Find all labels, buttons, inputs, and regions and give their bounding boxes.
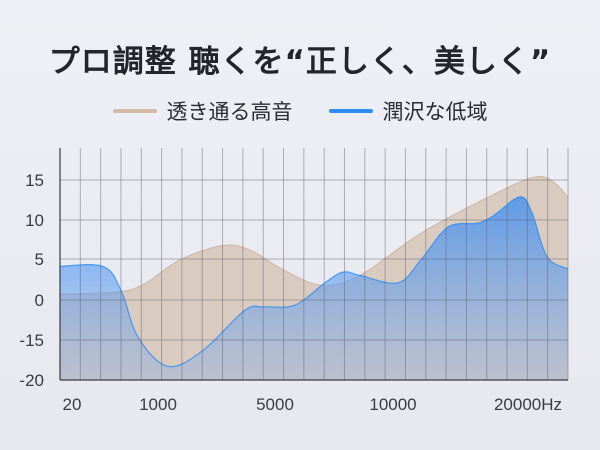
x-tick-label: 1000 <box>139 395 177 414</box>
y-tick-label: 5 <box>35 250 44 269</box>
legend-item-treble: 透き通る高音 <box>112 96 293 126</box>
legend-item-bass: 潤沢な低域 <box>328 96 488 126</box>
x-tick-label: 20 <box>63 395 82 414</box>
x-tick-label: 20000Hz <box>494 395 562 414</box>
y-tick-label: 0 <box>35 291 44 310</box>
series-line-treble <box>59 175 569 295</box>
y-tick-label: 15 <box>25 171 44 190</box>
legend-label-bass: 潤沢な低域 <box>382 100 488 124</box>
y-tick-label: -20 <box>19 371 44 390</box>
headline: プロ調整 聴くを“正しく、美しく” <box>48 44 552 80</box>
y-tick-label: -15 <box>19 331 44 350</box>
legend: 透き通る高音 潤沢な低域 <box>0 96 600 126</box>
legend-label-treble: 透き通る高音 <box>166 100 293 124</box>
x-tick-label: 5000 <box>256 395 294 414</box>
legend-swatch-bass <box>328 109 373 113</box>
x-tick-label: 10000 <box>369 395 416 414</box>
legend-swatch-treble <box>112 109 157 113</box>
series-area-bass <box>60 196 568 380</box>
series-line-bass <box>59 196 569 368</box>
y-tick-label: 10 <box>25 211 44 230</box>
